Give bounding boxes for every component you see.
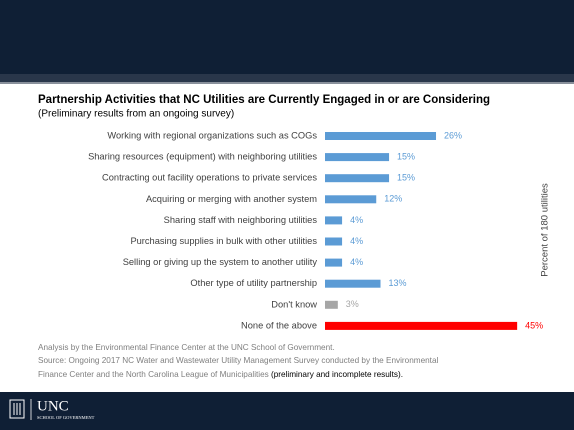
header-band (0, 0, 574, 82)
logo-icon (9, 399, 25, 419)
value-label: 13% (389, 278, 407, 288)
bar (325, 258, 343, 267)
category-label: None of the above (241, 320, 317, 330)
value-label: 4% (350, 215, 363, 225)
bar (325, 195, 377, 204)
category-label: Other type of utility partnership (190, 278, 317, 288)
category-label: Working with regional organizations such… (107, 130, 317, 140)
bar (325, 153, 390, 162)
value-label: 3% (346, 299, 359, 309)
note-emphasis: (preliminary and incomplete results). (271, 370, 403, 379)
footer-band (0, 392, 574, 430)
bar (325, 216, 343, 225)
category-label: Purchasing supplies in bulk with other u… (130, 236, 317, 246)
note: Finance Center and the North Carolina Le… (38, 370, 403, 379)
category-label: Selling or giving up the system to anoth… (123, 257, 318, 267)
bar (325, 279, 381, 288)
bar (325, 132, 437, 140)
category-label: Don't know (271, 299, 317, 309)
category-label: Acquiring or merging with another system (146, 194, 317, 204)
logo-subtext: SCHOOL OF GOVERNMENT (37, 415, 95, 420)
category-label: Contracting out facility operations to p… (102, 173, 317, 183)
category-label: Sharing staff with neighboring utilities (164, 215, 318, 225)
bar (325, 174, 390, 183)
note: Source: Ongoing 2017 NC Water and Wastew… (38, 356, 439, 365)
logo-text: UNC (37, 398, 69, 414)
category-label: Sharing resources (equipment) with neigh… (88, 152, 317, 162)
note-text: Finance Center and the North Carolina Le… (38, 370, 269, 379)
value-label: 15% (397, 151, 415, 161)
chart-subtitle: (Preliminary results from an ongoing sur… (38, 109, 234, 120)
bar (325, 237, 343, 246)
value-label: 4% (350, 257, 363, 267)
bar (325, 321, 518, 330)
value-label: 15% (397, 173, 415, 183)
content-card (28, 84, 556, 390)
chart-title: Partnership Activities that NC Utilities… (38, 94, 490, 106)
unc-logo: UNC SCHOOL OF GOVERNMENT (9, 398, 95, 420)
value-label: 45% (525, 320, 543, 330)
note: Analysis by the Environmental Finance Ce… (38, 343, 335, 352)
value-label: 4% (350, 236, 363, 246)
header-shade (0, 74, 574, 84)
axis-label: Percent of 180 utilities (540, 183, 551, 277)
bar (325, 300, 338, 309)
value-label: 26% (444, 130, 462, 140)
value-label: 12% (384, 194, 402, 204)
